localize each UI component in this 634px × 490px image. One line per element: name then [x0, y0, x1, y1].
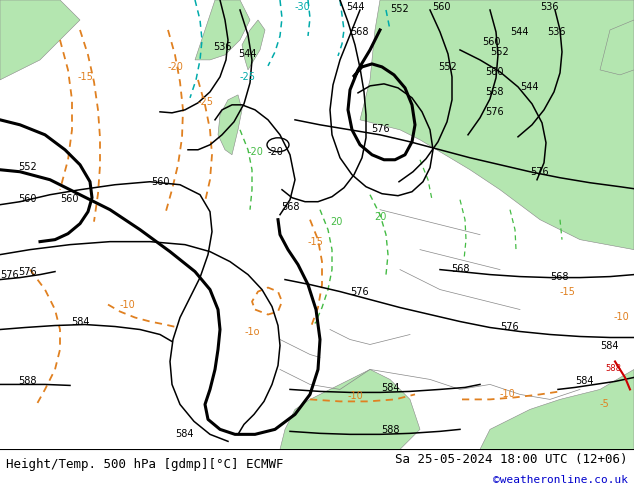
Text: 544: 544: [238, 49, 256, 59]
Text: 588: 588: [381, 425, 399, 435]
Text: 568: 568: [550, 271, 569, 282]
Polygon shape: [360, 0, 634, 249]
Text: 552: 552: [490, 47, 508, 57]
Text: 588: 588: [605, 365, 621, 373]
Text: -10: -10: [614, 312, 630, 321]
Text: 584: 584: [381, 383, 399, 393]
Text: -10: -10: [500, 390, 515, 399]
Text: 552: 552: [390, 4, 409, 14]
Text: 576: 576: [0, 270, 18, 280]
Text: -10: -10: [120, 299, 136, 310]
Text: 588: 588: [18, 376, 37, 387]
Polygon shape: [242, 20, 265, 70]
Polygon shape: [0, 0, 80, 80]
Text: 536: 536: [547, 27, 566, 37]
Text: 560: 560: [18, 194, 37, 204]
Text: -25: -25: [240, 72, 256, 82]
Text: 584: 584: [175, 429, 193, 440]
Text: -15: -15: [560, 287, 576, 296]
Text: 568: 568: [350, 27, 368, 37]
Text: 576: 576: [485, 107, 503, 117]
Text: -1o: -1o: [245, 326, 261, 337]
Text: -5: -5: [600, 399, 610, 409]
Polygon shape: [280, 369, 420, 449]
Text: 20: 20: [374, 212, 386, 221]
Text: Sa 25-05-2024 18:00 UTC (12+06): Sa 25-05-2024 18:00 UTC (12+06): [395, 453, 628, 466]
Polygon shape: [600, 20, 634, 75]
Text: 576: 576: [530, 167, 548, 177]
Text: -10: -10: [348, 392, 364, 401]
Text: 560: 560: [485, 67, 503, 77]
Text: 576: 576: [371, 124, 389, 134]
Text: 560: 560: [432, 2, 451, 12]
Text: 544: 544: [510, 27, 529, 37]
Text: 568: 568: [281, 202, 299, 212]
Text: 560: 560: [60, 194, 79, 204]
Text: -20: -20: [248, 147, 264, 157]
Polygon shape: [480, 369, 634, 449]
Text: 576: 576: [500, 321, 519, 332]
Text: 536: 536: [213, 42, 231, 52]
Text: 568: 568: [451, 264, 469, 273]
Text: -20: -20: [168, 62, 184, 72]
Text: 560: 560: [482, 37, 500, 47]
Polygon shape: [195, 0, 250, 60]
Text: 552: 552: [18, 162, 37, 172]
Text: 544: 544: [520, 82, 538, 92]
Text: 584: 584: [600, 342, 619, 351]
Text: 560: 560: [151, 177, 169, 187]
Text: -15: -15: [308, 237, 324, 246]
Text: 576: 576: [18, 267, 37, 276]
Text: ©weatheronline.co.uk: ©weatheronline.co.uk: [493, 475, 628, 485]
Polygon shape: [218, 95, 242, 155]
Text: -20: -20: [268, 147, 284, 157]
Text: Height/Temp. 500 hPa [gdmp][°C] ECMWF: Height/Temp. 500 hPa [gdmp][°C] ECMWF: [6, 458, 284, 471]
Text: 544: 544: [346, 2, 365, 12]
Text: 20: 20: [330, 217, 342, 227]
Text: -15: -15: [78, 72, 94, 82]
Text: 568: 568: [485, 87, 503, 97]
Text: 584: 584: [71, 317, 89, 326]
Text: -25: -25: [198, 97, 214, 107]
Text: 584: 584: [575, 376, 593, 387]
Text: 576: 576: [350, 287, 368, 296]
Text: 552: 552: [439, 62, 457, 72]
Text: 536: 536: [540, 2, 559, 12]
Text: -30: -30: [295, 2, 311, 12]
